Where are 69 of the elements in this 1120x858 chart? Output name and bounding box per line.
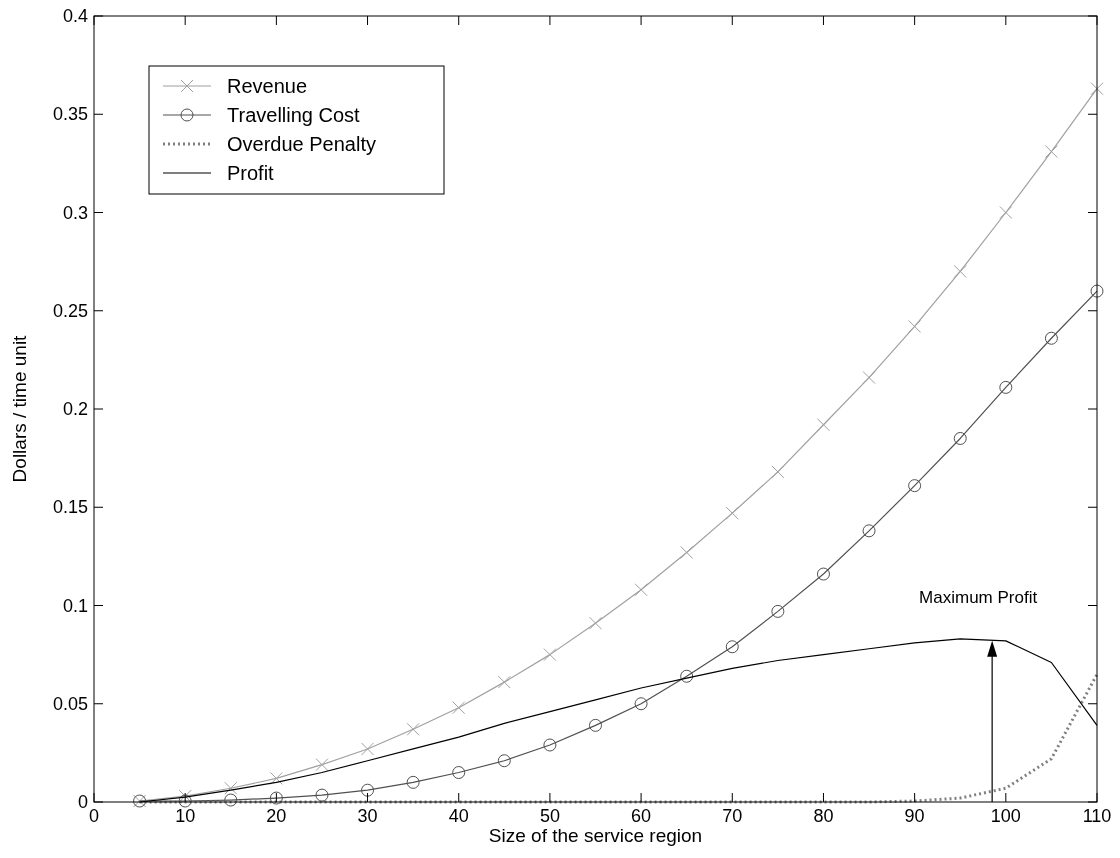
point (361, 742, 375, 756)
point (1044, 145, 1058, 159)
point (543, 738, 557, 752)
legend-label: Overdue Penalty (227, 133, 376, 155)
point (999, 380, 1013, 394)
y-tick-label: 0.15 (52, 497, 88, 518)
point (178, 794, 192, 808)
point (543, 648, 557, 662)
x-tick-label: 90 (904, 806, 925, 826)
point (771, 465, 785, 479)
point (497, 754, 511, 768)
point (406, 775, 420, 789)
point (315, 788, 329, 802)
point (452, 766, 466, 780)
x-tick-label: 30 (357, 806, 378, 826)
point (634, 583, 648, 597)
x-tick-label: 100 (990, 806, 1021, 826)
x-tick-label: 80 (813, 806, 834, 826)
point (680, 545, 694, 559)
point (178, 789, 192, 803)
point (862, 524, 876, 538)
point (634, 697, 648, 711)
point (816, 418, 830, 432)
point (269, 791, 283, 805)
point (680, 669, 694, 683)
x-tick-label: 70 (722, 806, 743, 826)
point (953, 431, 967, 445)
y-tick-label: 0 (77, 792, 88, 812)
point (725, 506, 739, 520)
legend-label: Revenue (227, 75, 308, 97)
point (816, 567, 830, 581)
y-tick-label: 0.25 (52, 300, 88, 321)
y-tick-label: 0.4 (62, 6, 88, 26)
point (771, 604, 785, 618)
x-tick-label: 10 (175, 806, 196, 826)
point (361, 783, 375, 797)
point (862, 371, 876, 385)
point (908, 319, 922, 333)
x-axis-title: Size of the service region (488, 825, 703, 846)
x-tick-label: 60 (631, 806, 652, 826)
annotation: Maximum Profit (919, 587, 1038, 607)
point (452, 701, 466, 715)
y-tick-label: 0.2 (62, 399, 88, 419)
x-tick-label: 40 (448, 806, 469, 826)
point (269, 771, 283, 785)
point (953, 264, 967, 278)
y-axis-title: Dollars / time unit (9, 334, 30, 483)
y-tick-label: 0.35 (52, 104, 88, 125)
point (224, 781, 238, 795)
point (1090, 82, 1104, 96)
y-tick-label: 0.1 (62, 595, 88, 616)
point (999, 206, 1013, 219)
point (1090, 284, 1104, 298)
point (406, 722, 420, 736)
point (1044, 331, 1058, 345)
point (589, 616, 602, 630)
legend-label: Travelling Cost (227, 104, 361, 126)
y-tick-label: 0.05 (52, 693, 88, 714)
y-tick-label: 0.3 (62, 202, 88, 223)
point (725, 640, 739, 654)
point (224, 793, 238, 807)
x-tick-label: 50 (539, 806, 560, 826)
legend-label: Profit (227, 162, 275, 184)
point (497, 675, 511, 689)
point (315, 758, 329, 772)
x-tick-label: 110 (1082, 806, 1112, 826)
point (589, 718, 602, 732)
x-tick-label: 20 (266, 806, 287, 826)
point (908, 479, 922, 493)
